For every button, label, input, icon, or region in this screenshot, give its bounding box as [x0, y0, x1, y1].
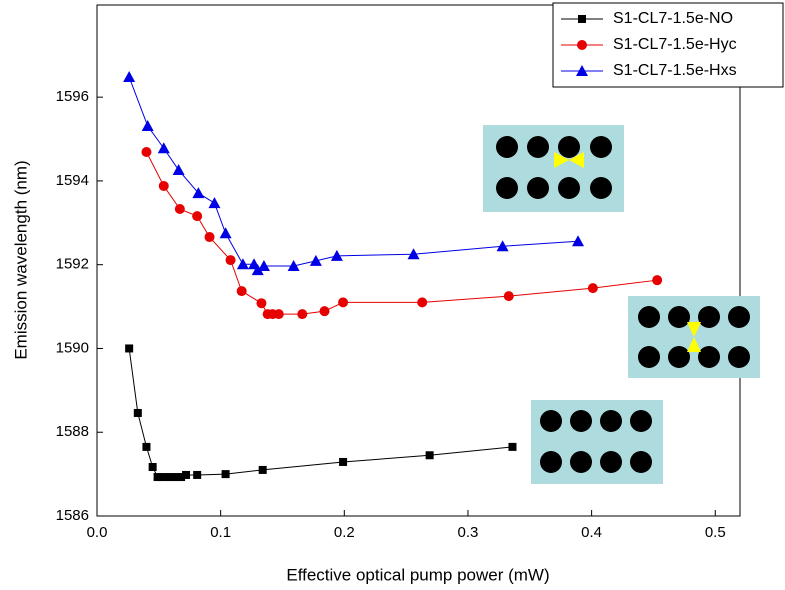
x-tick-label: 0.4: [581, 524, 602, 541]
marker: [133, 408, 142, 417]
marker: [258, 465, 267, 474]
inset-no: [531, 400, 663, 484]
marker: [338, 297, 349, 308]
series-line: [128, 348, 513, 478]
marker: [251, 264, 264, 276]
y-tick-label: 1588: [56, 423, 89, 440]
marker: [221, 470, 230, 479]
marker: [172, 164, 185, 176]
marker: [182, 470, 191, 479]
marker: [572, 235, 585, 247]
x-tick-label: 0.0: [87, 524, 108, 541]
marker: [204, 232, 215, 243]
marker: [153, 473, 162, 482]
marker: [309, 254, 322, 266]
marker: [219, 227, 232, 239]
marker: [496, 240, 509, 252]
marker: [192, 187, 205, 199]
x-tick-label: 0.3: [458, 524, 479, 541]
marker: [287, 259, 300, 271]
marker: [236, 286, 247, 297]
marker: [148, 462, 157, 471]
legend-marker: [578, 15, 586, 23]
marker: [257, 259, 270, 271]
marker: [142, 442, 151, 451]
marker: [208, 197, 221, 209]
marker: [587, 283, 598, 294]
marker: [425, 451, 434, 460]
marker: [256, 298, 267, 309]
marker: [172, 473, 181, 482]
marker: [174, 203, 185, 214]
inset-hyc: [483, 125, 624, 212]
x-tick-label: 0.1: [210, 524, 231, 541]
marker: [652, 275, 663, 286]
marker: [193, 470, 202, 479]
legend-marker: [576, 65, 588, 76]
marker: [330, 249, 343, 261]
marker: [125, 344, 134, 353]
marker: [319, 306, 330, 317]
marker: [407, 248, 420, 260]
marker: [297, 309, 308, 320]
marker: [123, 71, 136, 83]
marker: [508, 442, 517, 451]
marker: [141, 120, 154, 132]
marker: [192, 211, 203, 222]
marker: [165, 473, 174, 482]
x-axis-label: Effective optical pump power (mW): [286, 565, 549, 584]
y-tick-label: 1592: [56, 256, 89, 273]
marker: [141, 147, 152, 158]
plot-frame: [96, 4, 741, 517]
y-tick-label: 1590: [56, 339, 89, 356]
legend-marker: [577, 40, 587, 50]
marker: [417, 297, 428, 308]
legend-label: S1-CL7-1.5e-Hyc: [613, 36, 737, 53]
legend-label: S1-CL7-1.5e-Hxs: [613, 62, 737, 79]
legend-label: S1-CL7-1.5e-NO: [613, 10, 733, 27]
marker: [236, 258, 249, 270]
marker: [157, 142, 170, 154]
y-tick-label: 1596: [56, 88, 89, 105]
marker: [177, 473, 186, 482]
y-axis-label: Emission wavelength (nm): [11, 160, 30, 359]
marker: [225, 255, 236, 266]
y-tick-label: 1594: [56, 172, 89, 189]
x-tick-label: 0.5: [705, 524, 726, 541]
marker: [273, 309, 284, 320]
marker: [158, 473, 167, 482]
x-tick-label: 0.2: [334, 524, 355, 541]
marker: [158, 180, 169, 191]
y-tick-label: 1586: [56, 507, 89, 524]
marker: [503, 291, 514, 302]
marker: [339, 457, 348, 466]
inset-hxs: [628, 296, 760, 378]
